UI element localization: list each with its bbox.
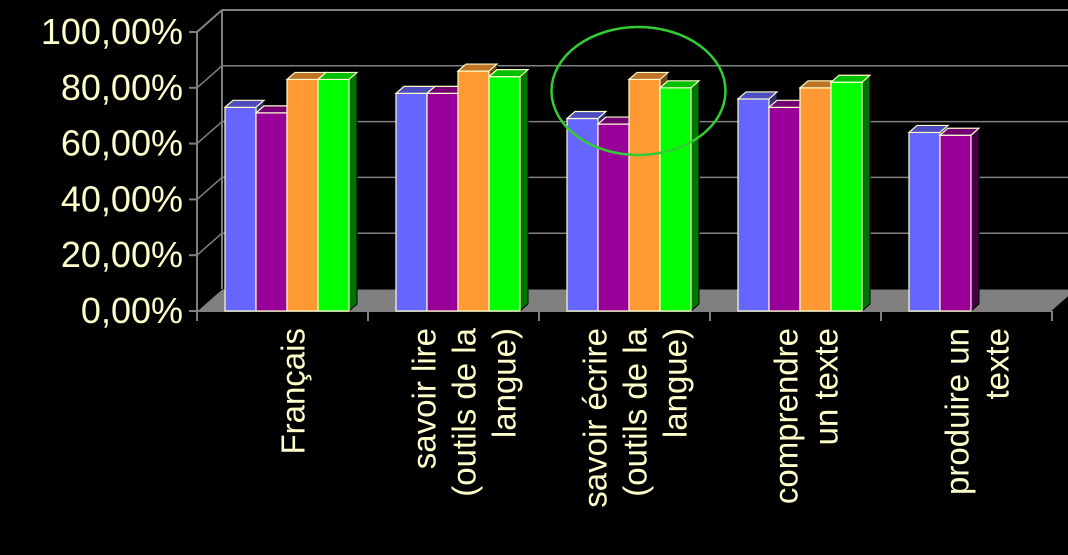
y-tick-label: 0,00% xyxy=(81,290,183,331)
y-tick-label: 80,00% xyxy=(61,67,183,108)
y-tick-label: 100,00% xyxy=(41,11,183,52)
bar-side xyxy=(861,74,871,313)
x-category-label: savoir écrire xyxy=(577,328,614,508)
y-axis-labels: 0,00% 20,00% 40,00% 60,00% 80,00% 100,00% xyxy=(41,11,183,331)
bar-front xyxy=(566,117,599,312)
highlight-ellipse xyxy=(550,25,727,157)
bar-front xyxy=(939,134,972,312)
bars xyxy=(223,62,981,313)
bar-side xyxy=(348,71,358,313)
gridline-side xyxy=(196,121,223,145)
bar-side xyxy=(690,79,700,313)
bar-top xyxy=(907,124,950,134)
gridline-side xyxy=(196,65,223,89)
bar-front xyxy=(830,81,863,312)
y-tick-label: 60,00% xyxy=(61,123,183,164)
bar-front xyxy=(426,92,459,312)
bar xyxy=(316,71,359,313)
bar-top xyxy=(829,74,872,83)
bar-top xyxy=(456,63,499,72)
wall-top-diagonal xyxy=(196,9,223,33)
bar-front xyxy=(224,106,257,312)
bar xyxy=(658,79,701,313)
y-tick-label: 40,00% xyxy=(61,178,183,219)
gridline-side xyxy=(196,176,223,200)
bar-top xyxy=(223,99,266,108)
bar-front xyxy=(659,87,692,312)
bar-front xyxy=(737,98,770,312)
bar-side xyxy=(519,68,529,313)
bar xyxy=(487,68,530,313)
bar xyxy=(938,127,981,313)
x-category-label: texte xyxy=(979,328,1016,400)
bar-front xyxy=(457,70,490,312)
bar-top xyxy=(565,110,608,120)
highlight-layer xyxy=(550,25,727,157)
x-category-label: (outils de la xyxy=(617,327,654,496)
bar-top xyxy=(658,80,701,89)
bar-top xyxy=(938,127,981,136)
y-tick-label: 20,00% xyxy=(61,234,183,275)
x-category-label: savoir lire xyxy=(406,328,443,469)
bar-side xyxy=(970,127,980,313)
x-category-label: un texte xyxy=(808,328,845,445)
x-category-label: Français xyxy=(275,328,312,455)
x-category-label: langue) xyxy=(657,328,694,438)
gridline-side xyxy=(196,232,223,256)
bar-front xyxy=(908,131,941,312)
bar-front xyxy=(255,112,288,312)
bar-front xyxy=(395,92,428,312)
bar-front xyxy=(768,106,801,312)
bar-top xyxy=(736,91,779,100)
bar-front xyxy=(317,78,350,312)
bar-front xyxy=(628,78,661,312)
x-category-label: langue) xyxy=(486,328,523,438)
x-category-label: comprendre xyxy=(768,328,805,504)
x-category-label: produire un xyxy=(939,328,976,495)
bar-front xyxy=(799,87,832,312)
bar-top xyxy=(316,71,359,81)
x-category-label: (outils de la xyxy=(446,327,483,496)
bar-front xyxy=(488,76,521,312)
bar xyxy=(829,74,872,313)
bar-top xyxy=(627,71,670,81)
bar-front xyxy=(286,78,319,312)
bar-top xyxy=(487,69,530,78)
x-axis-labels: Français savoir lire (outils de la langue) s… xyxy=(275,327,1016,507)
